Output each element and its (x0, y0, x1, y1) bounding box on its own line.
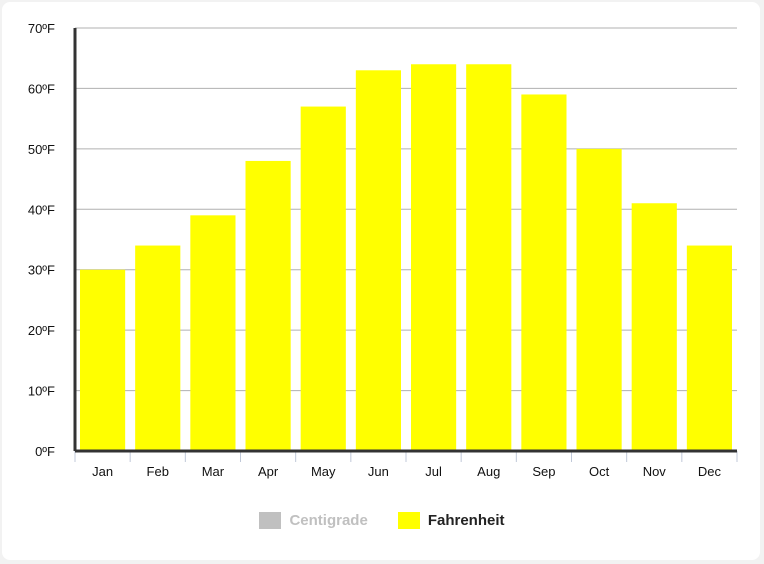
x-tick-label: Sep (532, 464, 555, 479)
bar-feb (135, 245, 181, 451)
bar-jun (355, 70, 401, 452)
bar-jan (80, 269, 126, 451)
x-tick-label: Feb (147, 464, 169, 479)
legend-item-fahrenheit[interactable]: Fahrenheit (397, 512, 505, 529)
x-tick-label: Oct (589, 464, 610, 479)
x-tick-label: Jul (425, 464, 442, 479)
bar-apr (245, 160, 291, 451)
y-tick-label: 40ºF (28, 202, 55, 217)
x-tick-label: May (311, 464, 336, 479)
bar-mar (190, 215, 236, 451)
bar-sep (521, 94, 567, 451)
y-tick-label: 30ºF (28, 263, 55, 278)
x-tick-label: Dec (698, 464, 722, 479)
y-tick-label: 20ºF (28, 323, 55, 338)
legend-swatch-centigrade (259, 512, 282, 529)
bar-nov (631, 203, 677, 451)
legend-item-centigrade[interactable]: Centigrade (259, 512, 368, 529)
y-tick-label: 0ºF (35, 444, 55, 459)
y-tick-label: 10ºF (28, 384, 55, 399)
x-tick-label: Jan (92, 464, 113, 479)
bar-dec (686, 245, 732, 451)
y-tick-label: 50ºF (28, 142, 55, 157)
x-tick-label: Mar (202, 464, 225, 479)
legend-swatch-fahrenheit (397, 512, 420, 529)
bar-aug (466, 64, 512, 451)
bar-may (300, 106, 346, 452)
x-tick-label: Apr (258, 464, 279, 479)
bar-jul (411, 64, 457, 451)
bar-oct (576, 148, 622, 451)
y-tick-label: 70ºF (28, 21, 55, 36)
y-tick-label: 60ºF (28, 81, 55, 96)
x-tick-label: Nov (643, 464, 667, 479)
legend: Centigrade Fahrenheit (0, 512, 764, 529)
legend-label-fahrenheit: Fahrenheit (427, 512, 505, 529)
x-tick-label: Jun (368, 464, 389, 479)
legend-label-centigrade: Centigrade (289, 512, 368, 529)
x-tick-label: Aug (477, 464, 500, 479)
